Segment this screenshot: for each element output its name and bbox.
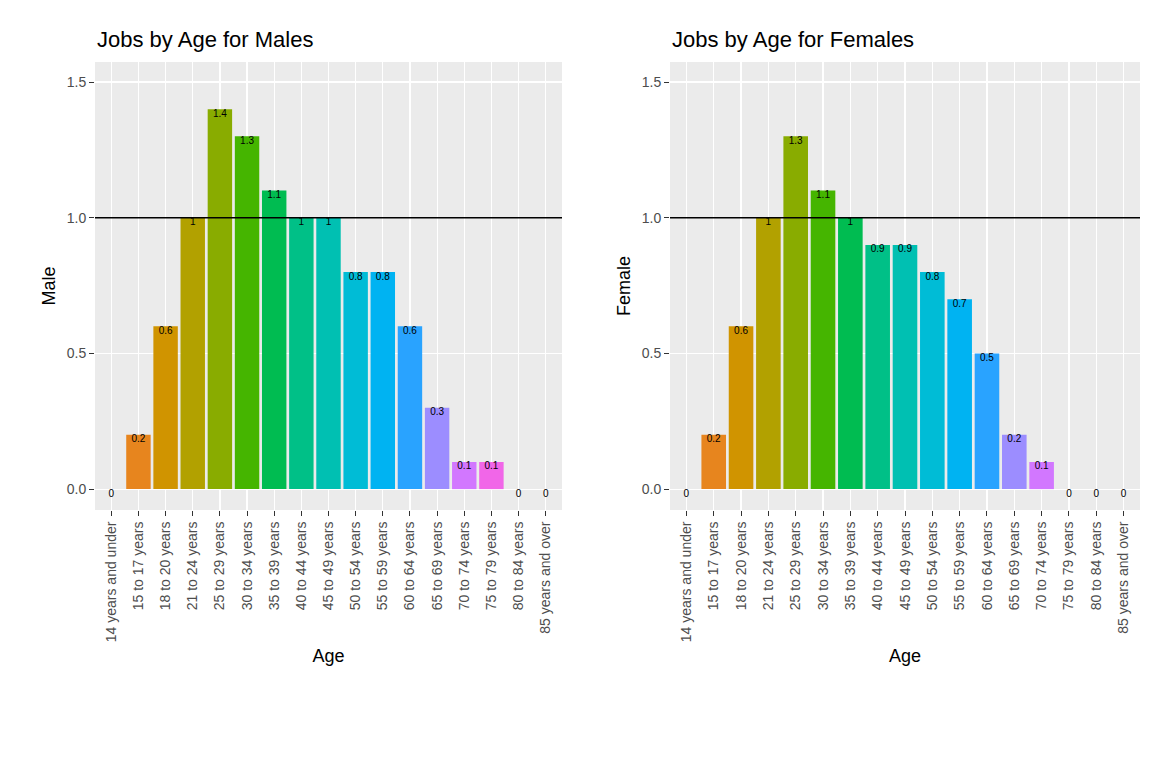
svg-text:40 to 44 years: 40 to 44 years — [293, 522, 309, 611]
svg-text:0.8: 0.8 — [349, 271, 363, 282]
svg-text:1.4: 1.4 — [213, 108, 227, 119]
svg-text:0: 0 — [684, 488, 690, 499]
svg-text:0.1: 0.1 — [484, 460, 498, 471]
svg-text:0.1: 0.1 — [1035, 460, 1049, 471]
svg-text:1.1: 1.1 — [816, 189, 830, 200]
svg-text:0.0: 0.0 — [642, 481, 662, 497]
svg-text:30 to 34 years: 30 to 34 years — [815, 522, 831, 611]
svg-text:1.5: 1.5 — [642, 74, 662, 90]
svg-text:0.5: 0.5 — [642, 345, 662, 361]
svg-text:1.3: 1.3 — [240, 135, 254, 146]
svg-text:14 years and under: 14 years and under — [678, 521, 694, 642]
svg-text:1: 1 — [766, 216, 772, 227]
svg-text:0.8: 0.8 — [376, 271, 390, 282]
svg-text:0.8: 0.8 — [925, 271, 939, 282]
svg-text:70 to 74 years: 70 to 74 years — [1033, 522, 1049, 611]
svg-text:18 to 20 years: 18 to 20 years — [733, 522, 749, 611]
svg-text:0.0: 0.0 — [67, 481, 87, 497]
svg-text:70 to 74 years: 70 to 74 years — [456, 522, 472, 611]
svg-text:0: 0 — [543, 488, 549, 499]
svg-text:80 to 84 years: 80 to 84 years — [510, 522, 526, 611]
svg-text:50 to 54 years: 50 to 54 years — [347, 522, 363, 611]
svg-text:0: 0 — [1093, 488, 1099, 499]
svg-text:14 years and under: 14 years and under — [103, 521, 119, 642]
svg-text:55 to 59 years: 55 to 59 years — [951, 522, 967, 611]
svg-text:85 years and over: 85 years and over — [1115, 521, 1131, 633]
svg-text:21 to 24 years: 21 to 24 years — [760, 522, 776, 611]
svg-text:50 to 54 years: 50 to 54 years — [924, 522, 940, 611]
svg-text:15 to 17 years: 15 to 17 years — [705, 522, 721, 611]
svg-text:Age: Age — [889, 646, 921, 666]
svg-text:65 to 69 years: 65 to 69 years — [429, 522, 445, 611]
svg-text:0.2: 0.2 — [131, 433, 145, 444]
svg-text:35 to 39 years: 35 to 39 years — [266, 522, 282, 611]
svg-text:85 years and over: 85 years and over — [537, 521, 553, 633]
svg-text:55 to 59 years: 55 to 59 years — [374, 522, 390, 611]
svg-text:0: 0 — [516, 488, 522, 499]
svg-text:1: 1 — [299, 216, 305, 227]
svg-text:1.3: 1.3 — [789, 135, 803, 146]
svg-text:80 to 84 years: 80 to 84 years — [1088, 522, 1104, 611]
svg-text:1.1: 1.1 — [267, 189, 281, 200]
svg-text:25 to 29 years: 25 to 29 years — [211, 522, 227, 611]
svg-text:0.9: 0.9 — [871, 243, 885, 254]
svg-text:0.1: 0.1 — [457, 460, 471, 471]
svg-text:60 to 64 years: 60 to 64 years — [979, 522, 995, 611]
svg-text:1.0: 1.0 — [67, 210, 87, 226]
svg-text:1: 1 — [326, 216, 332, 227]
svg-text:0.9: 0.9 — [898, 243, 912, 254]
svg-text:0.5: 0.5 — [980, 352, 994, 363]
svg-text:30 to 34 years: 30 to 34 years — [239, 522, 255, 611]
svg-text:1: 1 — [848, 216, 854, 227]
svg-text:35 to 39 years: 35 to 39 years — [842, 522, 858, 611]
svg-text:21 to 24 years: 21 to 24 years — [184, 522, 200, 611]
svg-text:0: 0 — [1121, 488, 1127, 499]
svg-text:0: 0 — [109, 488, 115, 499]
svg-text:1.5: 1.5 — [67, 74, 87, 90]
svg-text:0: 0 — [1066, 488, 1072, 499]
svg-text:0.6: 0.6 — [734, 325, 748, 336]
svg-text:65 to 69 years: 65 to 69 years — [1006, 522, 1022, 611]
svg-text:75 to 79 years: 75 to 79 years — [483, 522, 499, 611]
svg-text:0.2: 0.2 — [1007, 433, 1021, 444]
svg-text:Age: Age — [312, 646, 344, 666]
svg-text:60 to 64 years: 60 to 64 years — [402, 522, 418, 611]
svg-text:0.6: 0.6 — [403, 325, 417, 336]
svg-text:25 to 29 years: 25 to 29 years — [787, 522, 803, 611]
svg-text:75 to 79 years: 75 to 79 years — [1061, 522, 1077, 611]
svg-text:Jobs by Age for Males: Jobs by Age for Males — [97, 27, 313, 52]
svg-text:Female: Female — [614, 256, 634, 316]
svg-text:18 to 20 years: 18 to 20 years — [157, 522, 173, 611]
svg-text:45 to 49 years: 45 to 49 years — [897, 522, 913, 611]
svg-text:Jobs by Age for Females: Jobs by Age for Females — [672, 27, 914, 52]
svg-text:40 to 44 years: 40 to 44 years — [869, 522, 885, 611]
svg-text:0.3: 0.3 — [430, 406, 444, 417]
svg-text:1: 1 — [190, 216, 196, 227]
svg-text:0.5: 0.5 — [67, 345, 87, 361]
svg-text:0.7: 0.7 — [953, 298, 967, 309]
svg-text:15 to 17 years: 15 to 17 years — [130, 522, 146, 611]
svg-text:0.2: 0.2 — [707, 433, 721, 444]
svg-text:45 to 49 years: 45 to 49 years — [320, 522, 336, 611]
svg-text:0.6: 0.6 — [159, 325, 173, 336]
svg-text:Male: Male — [39, 266, 59, 305]
svg-text:1.0: 1.0 — [642, 210, 662, 226]
